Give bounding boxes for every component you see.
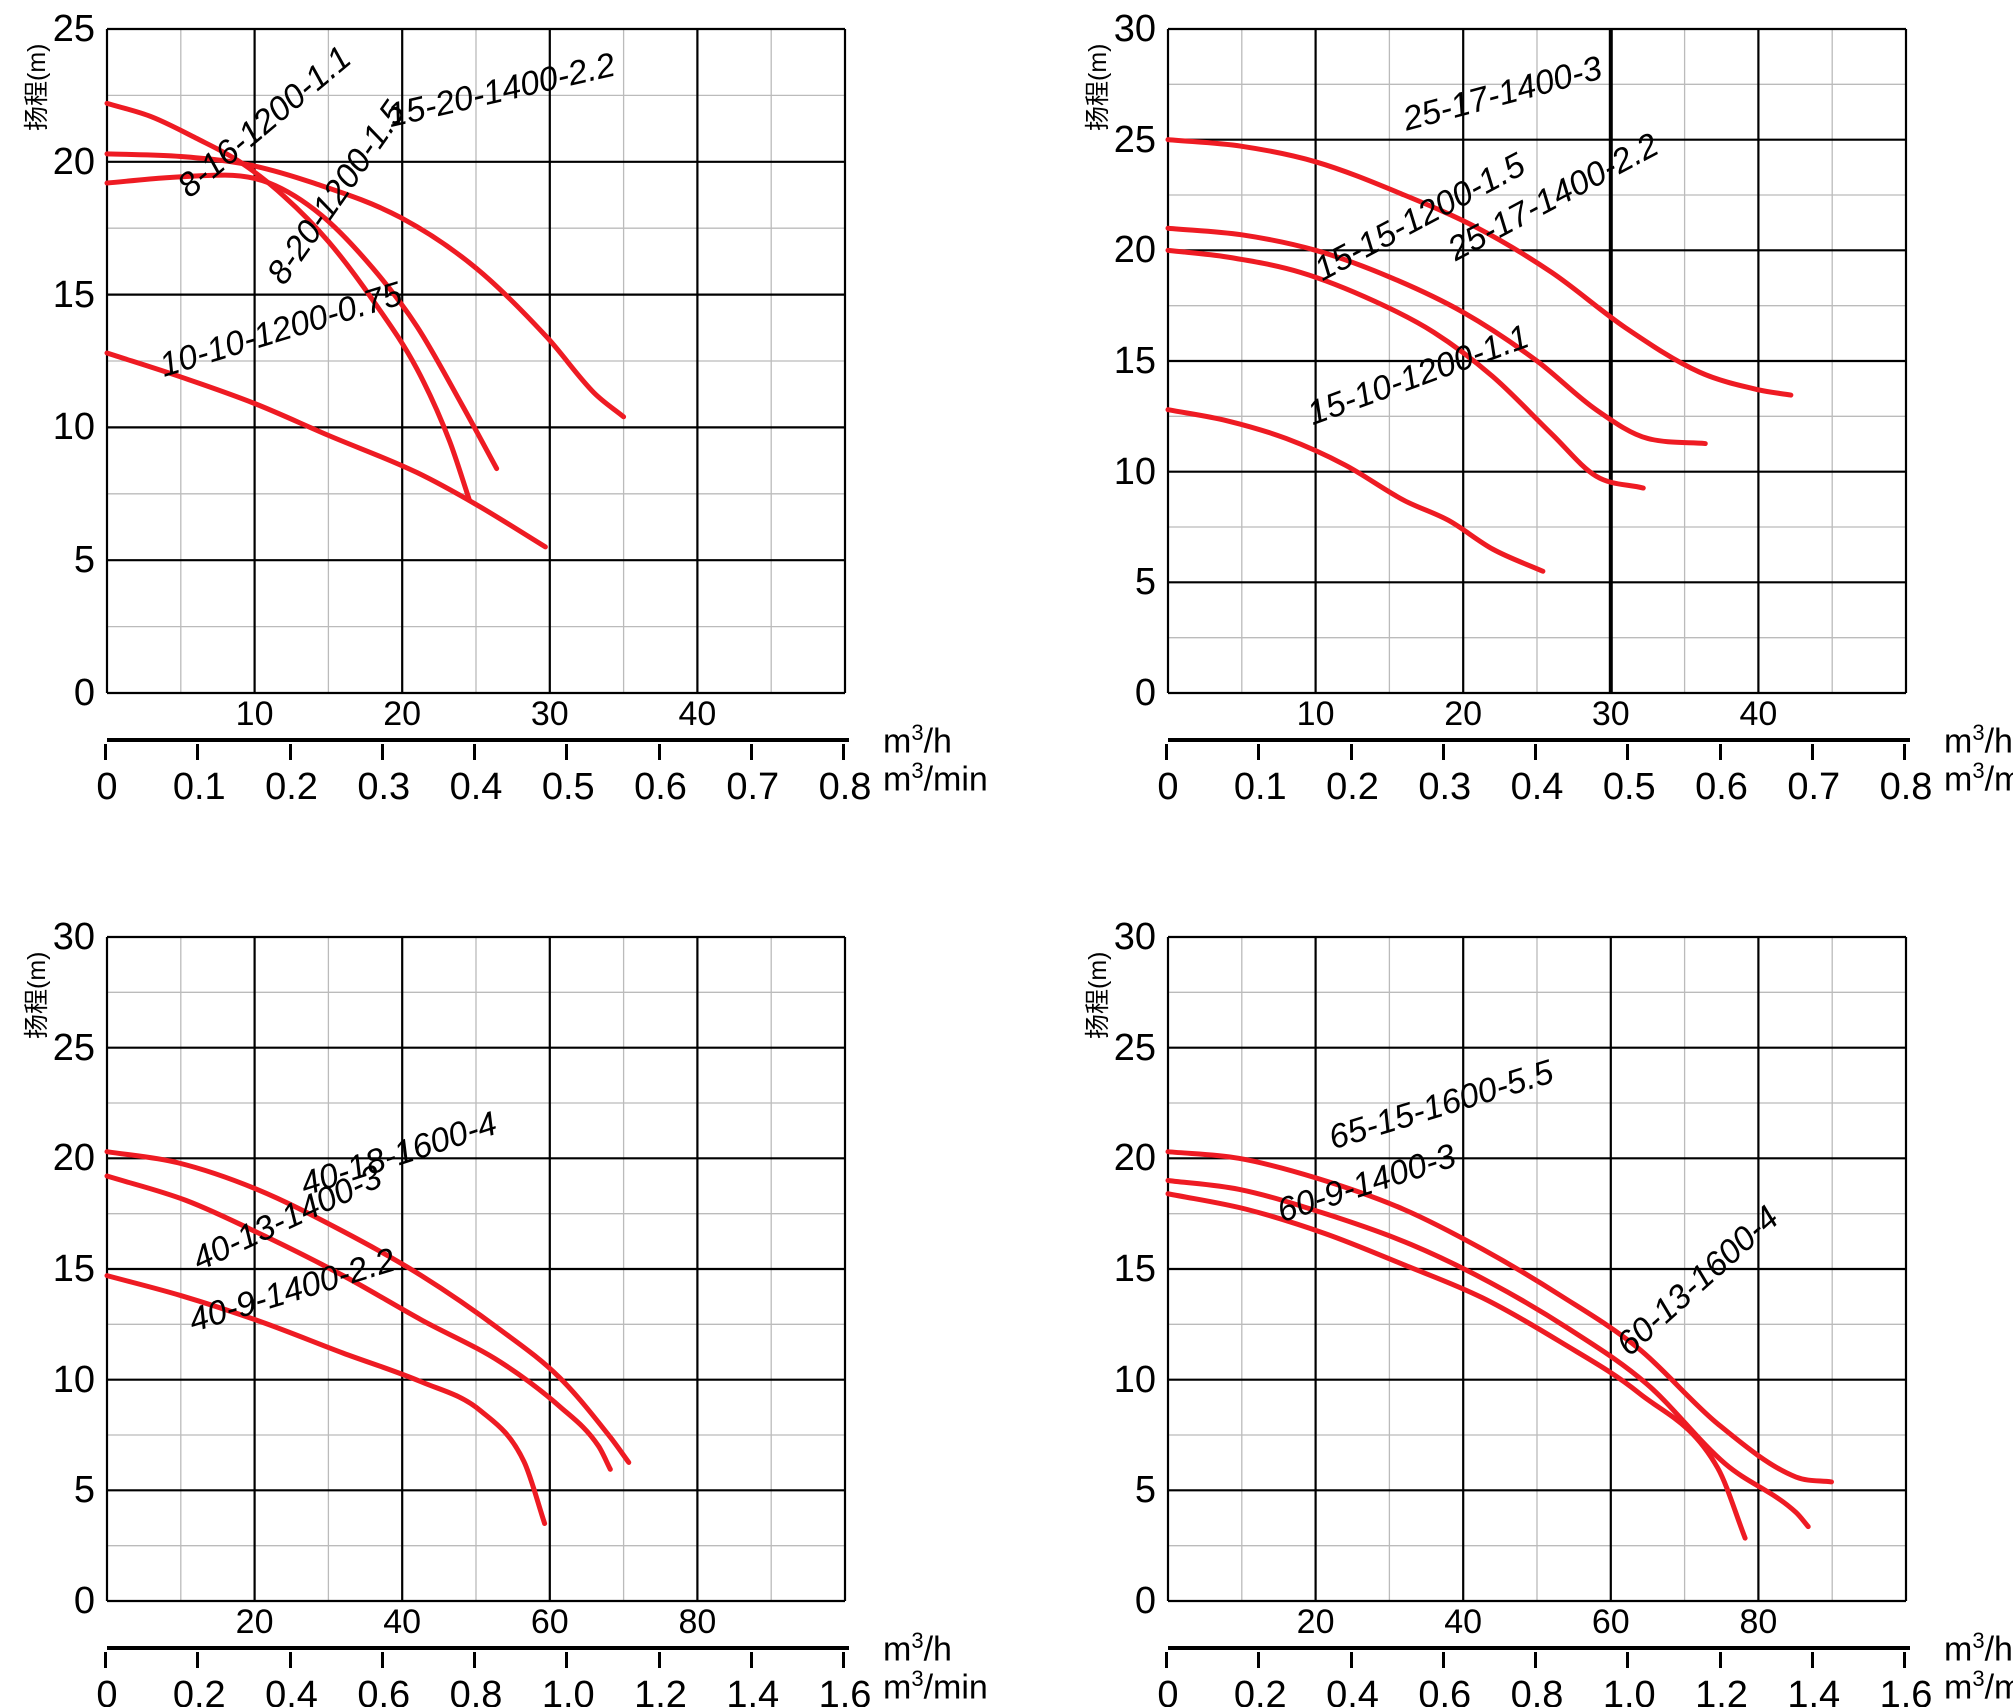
svg-text:10-10-1200-0.75: 10-10-1200-0.75 (155, 275, 407, 385)
svg-text:15-10-1200-1.1: 15-10-1200-1.1 (1302, 317, 1533, 432)
svg-text:25-17-1400-3: 25-17-1400-3 (1398, 49, 1606, 139)
svg-text:60-9-1400-3: 60-9-1400-3 (1273, 1137, 1461, 1230)
svg-text:15-20-1400-2.2: 15-20-1400-2.2 (384, 46, 619, 135)
svg-text:60-13-1600-4: 60-13-1600-4 (1609, 1199, 1786, 1364)
svg-text:40-18-1600-4: 40-18-1600-4 (296, 1104, 502, 1203)
